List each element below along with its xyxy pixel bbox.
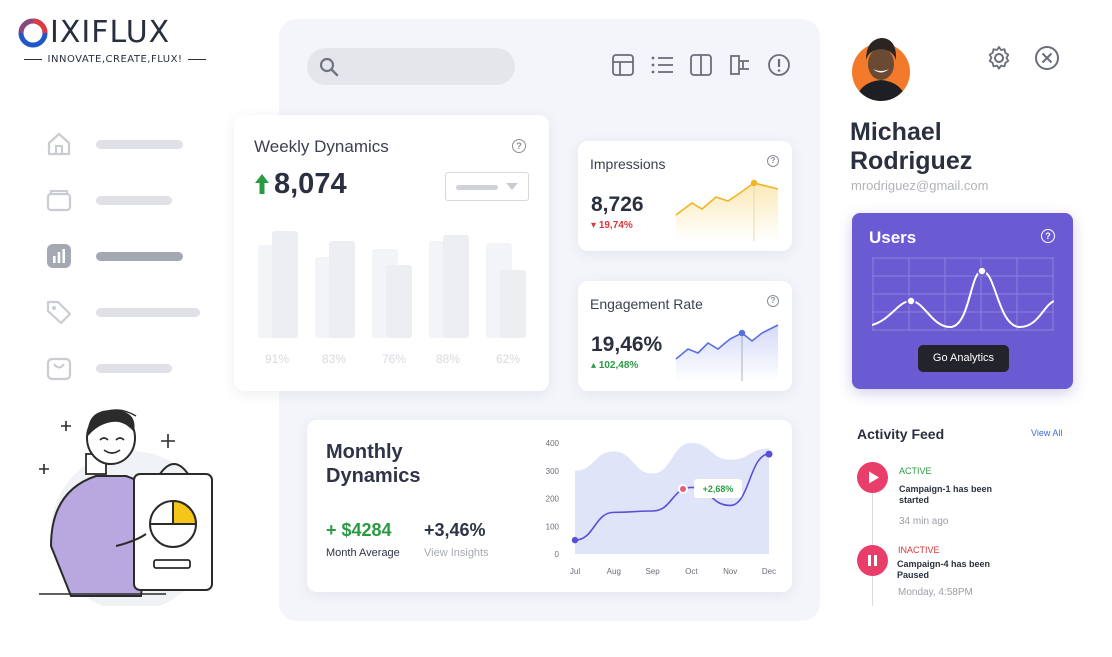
impressions-card: Impressions ? 8,726 ▾ 19,74%: [578, 141, 792, 251]
weekly-value: 8,074: [274, 168, 347, 200]
shopping-bag-icon: [44, 353, 74, 383]
monthly-dynamics-card: Monthly Dynamics + $4284 Month Average +…: [307, 420, 792, 592]
sidebar-item-home[interactable]: [44, 116, 214, 172]
y-tick-label: 0: [555, 550, 560, 559]
activity-status: INACTIVE: [898, 545, 940, 555]
profile-email: mrodriguez@gmail.com: [851, 178, 989, 193]
search-input[interactable]: [307, 48, 515, 85]
users-title: Users: [869, 228, 917, 247]
logo-mark-icon: [18, 18, 48, 48]
x-tick-label: Sep: [645, 567, 660, 576]
annotation-label: +2,68%: [703, 484, 734, 494]
sidebar-item-shop[interactable]: [44, 340, 214, 396]
bar-label: 91%: [264, 352, 290, 366]
split-view-icon[interactable]: [688, 52, 714, 78]
view-insights-link[interactable]: View Insights: [424, 547, 489, 559]
weekly-title: Weekly Dynamics: [254, 137, 389, 156]
help-icon[interactable]: ?: [767, 155, 779, 167]
impressions-change: ▾ 19,74%: [591, 220, 633, 231]
gear-icon[interactable]: [985, 44, 1013, 72]
x-tick-label: Jul: [570, 567, 580, 576]
activity-time: 34 min ago: [899, 516, 949, 527]
weekly-dynamics-card: Weekly Dynamics ? 8,074 91% 83% 76% 88% …: [234, 115, 549, 391]
activity-item[interactable]: [857, 545, 888, 576]
tag-icon: [44, 297, 74, 327]
y-tick-label: 100: [546, 522, 560, 531]
sidebar-nav: [44, 116, 214, 396]
month-average-label: Month Average: [326, 547, 400, 559]
home-icon: [44, 129, 74, 159]
go-analytics-button[interactable]: Go Analytics: [918, 345, 1009, 372]
period-dropdown[interactable]: [445, 172, 529, 201]
monthly-percent-value: +3,46%: [424, 520, 486, 540]
activity-feed-title: Activity Feed: [857, 426, 945, 442]
annotation-marker: [680, 486, 686, 492]
view-toolbar: [610, 52, 805, 78]
activity-text: Campaign-1 has been started: [899, 484, 993, 505]
sidebar-item-tags[interactable]: [44, 284, 214, 340]
activity-time: Monday, 4:58PM: [898, 587, 973, 598]
y-tick-label: 300: [546, 467, 560, 476]
monthly-title: Monthly Dynamics: [326, 441, 421, 487]
x-tick-label: Nov: [723, 567, 737, 576]
arrow-up-icon: [255, 174, 269, 194]
bar-label: 76%: [381, 352, 407, 366]
grid-view-icon[interactable]: [610, 52, 636, 78]
engagement-sparkline: [675, 324, 779, 381]
engagement-card: Engagement Rate ? 19,46% ▴ 102,48%: [578, 281, 792, 391]
bar-label: 62%: [495, 352, 521, 366]
profile-name: Michael Rodriguez: [850, 118, 973, 175]
close-icon[interactable]: [1033, 44, 1061, 72]
month-average-value: + $4284: [326, 520, 392, 540]
impressions-title: Impressions: [590, 156, 666, 172]
info-icon[interactable]: [766, 52, 792, 78]
users-chart: [872, 257, 1054, 331]
analytics-icon: [44, 241, 74, 271]
line-series: [574, 453, 770, 541]
sidebar-item-analytics[interactable]: [44, 228, 214, 284]
y-tick-label: 200: [546, 495, 560, 504]
brand-tagline: INNOVATE,CREATE,FLUX!: [47, 54, 183, 65]
impressions-value: 8,726: [591, 193, 644, 216]
data-point: [571, 536, 579, 544]
engagement-title: Engagement Rate: [590, 296, 703, 312]
help-icon[interactable]: ?: [1041, 229, 1055, 243]
flow-icon[interactable]: [727, 52, 753, 78]
avatar: [852, 38, 910, 101]
search-icon: [319, 57, 339, 82]
bar-label: 88%: [435, 352, 461, 366]
impressions-sparkline: [675, 179, 779, 241]
list-view-icon[interactable]: [649, 52, 675, 78]
data-point: [765, 450, 773, 458]
monthly-chart: 0 100 200 300 400 Jul Aug Sep Oct Nov Dec +2,68%: [546, 439, 776, 576]
folder-icon: [44, 185, 74, 215]
users-card: Users ? Go Analytics: [852, 213, 1073, 389]
timeline-line: [872, 478, 873, 606]
engagement-change: ▴ 102,48%: [591, 360, 639, 371]
brand-logo: IXIFLUX INNOVATE,CREATE,FLUX!: [18, 16, 212, 70]
activity-item[interactable]: [857, 462, 888, 493]
activity-text: Campaign-4 has been Paused: [897, 559, 991, 580]
annotation-badge: [694, 479, 742, 498]
person-illustration: [39, 409, 213, 606]
x-tick-label: Oct: [685, 567, 698, 576]
view-all-link[interactable]: View All: [1031, 428, 1063, 438]
chevron-down-icon: [506, 183, 518, 190]
bar-label: 83%: [321, 352, 347, 366]
x-tick-label: Aug: [607, 567, 621, 576]
engagement-value: 19,46%: [591, 333, 663, 356]
x-tick-label: Dec: [762, 567, 776, 576]
play-icon: [869, 471, 879, 484]
pause-icon: [868, 555, 877, 566]
activity-status: ACTIVE: [899, 466, 932, 476]
brand-name: IXIFLUX: [50, 15, 171, 50]
help-icon[interactable]: ?: [767, 295, 779, 307]
y-tick-label: 400: [546, 439, 560, 448]
help-icon[interactable]: ?: [512, 139, 526, 153]
sidebar-item-folder[interactable]: [44, 172, 214, 228]
